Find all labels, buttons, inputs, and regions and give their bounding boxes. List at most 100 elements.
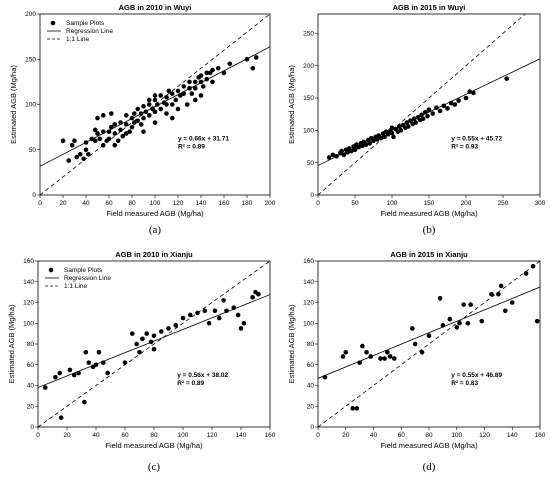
y-tick-label: 50 <box>29 147 37 154</box>
legend-label: Regression Line <box>66 28 113 35</box>
y-tick-label: 140 <box>23 279 34 286</box>
sample-point <box>227 61 233 67</box>
sample-point <box>437 296 443 301</box>
sample-point <box>83 147 89 153</box>
sample-point <box>391 134 396 140</box>
sample-point <box>158 329 164 334</box>
sample-point <box>523 271 529 276</box>
sample-point <box>173 323 179 328</box>
sample-point <box>356 144 362 150</box>
sample-point <box>509 300 515 305</box>
y-tick-label: 150 <box>303 95 314 102</box>
y-tick-label: 50 <box>307 160 315 167</box>
sample-point <box>123 131 129 136</box>
regression-equation: y = 0.66x + 31.71 <box>178 136 229 143</box>
x-tick-label: 40 <box>82 200 90 207</box>
sample-point <box>221 298 226 303</box>
sample-point <box>440 323 446 328</box>
sample-point <box>503 308 508 314</box>
sample-point <box>120 133 126 139</box>
sample-point <box>224 308 229 314</box>
legend-marker-points <box>50 20 56 26</box>
legend-label: Regression Line <box>64 275 111 282</box>
sample-point <box>241 320 247 326</box>
sample-point <box>238 326 244 331</box>
sample-point <box>141 115 146 121</box>
sample-point <box>192 85 198 91</box>
sample-point <box>468 302 473 307</box>
sample-point <box>334 153 339 159</box>
sample-point <box>146 97 152 103</box>
sample-point <box>134 341 139 347</box>
sample-point <box>129 124 135 130</box>
sample-point <box>67 367 73 373</box>
panel-caption: (b) <box>423 224 436 236</box>
sample-point <box>235 312 241 318</box>
sample-point <box>184 102 190 107</box>
x-tick-label: 60 <box>398 432 406 439</box>
x-tick-label: 200 <box>461 200 472 207</box>
regression-line <box>318 286 540 379</box>
y-tick-label: 120 <box>303 300 314 307</box>
sample-point <box>250 295 255 300</box>
y-axis-label: Estimated AGB (Mg/ha) <box>287 304 296 383</box>
sample-point <box>504 76 510 81</box>
sample-point <box>374 137 380 142</box>
sample-point <box>76 370 81 376</box>
sample-point <box>322 374 328 380</box>
sample-point <box>471 90 476 96</box>
sample-point <box>534 318 540 324</box>
sample-point <box>419 350 425 355</box>
sample-point <box>405 124 411 129</box>
sample-point <box>216 315 222 321</box>
sample-point <box>132 111 137 116</box>
sample-point <box>392 356 397 361</box>
sample-point <box>498 283 504 289</box>
sample-point <box>138 122 144 127</box>
scatter-panel-2: AGB in 2015 in Wuyi 0 50 100 150 200 250 300 0 50… <box>287 3 546 236</box>
sample-point <box>210 79 215 85</box>
sample-point <box>467 89 473 94</box>
sample-point <box>343 350 349 355</box>
legend-marker-points <box>48 267 54 273</box>
sample-point <box>86 360 92 365</box>
regression-equation: y = 0.55x + 46.89 <box>451 372 502 379</box>
sample-point <box>143 109 149 115</box>
sample-point <box>201 84 206 89</box>
y-tick-label: 80 <box>27 341 35 348</box>
sample-point <box>83 350 89 355</box>
x-tick-label: 40 <box>92 432 100 439</box>
identity-line <box>38 261 270 427</box>
chart-title: AGB in 2015 in Xianju <box>390 250 468 259</box>
y-tick-label: 200 <box>303 63 314 70</box>
sample-point <box>231 305 237 310</box>
sample-point <box>378 135 384 141</box>
sample-point <box>97 136 103 142</box>
sample-point <box>479 318 485 324</box>
y-tick-label: 120 <box>23 300 34 307</box>
sample-point <box>106 136 112 142</box>
sample-point <box>69 142 75 148</box>
sample-point <box>100 113 106 118</box>
x-tick-label: 100 <box>451 432 462 439</box>
legend-label: 1:1 Line <box>64 283 88 290</box>
x-tick-label: 140 <box>507 432 518 439</box>
sample-point <box>410 326 415 331</box>
sample-point <box>71 372 77 378</box>
sample-point <box>92 138 98 143</box>
sample-point <box>425 113 430 119</box>
x-tick-label: 140 <box>196 200 207 207</box>
sample-point <box>158 93 164 98</box>
x-tick-label: 200 <box>265 200 276 207</box>
sample-point <box>368 354 374 359</box>
sample-point <box>135 106 141 112</box>
panel-caption: (d) <box>423 461 436 473</box>
sample-point <box>135 118 141 124</box>
sample-point <box>463 95 469 101</box>
sample-point <box>187 79 192 85</box>
sample-point <box>364 350 369 355</box>
r-squared: R² = 0.93 <box>451 144 478 151</box>
x-tick-label: 0 <box>316 432 320 439</box>
sample-point <box>389 125 395 131</box>
